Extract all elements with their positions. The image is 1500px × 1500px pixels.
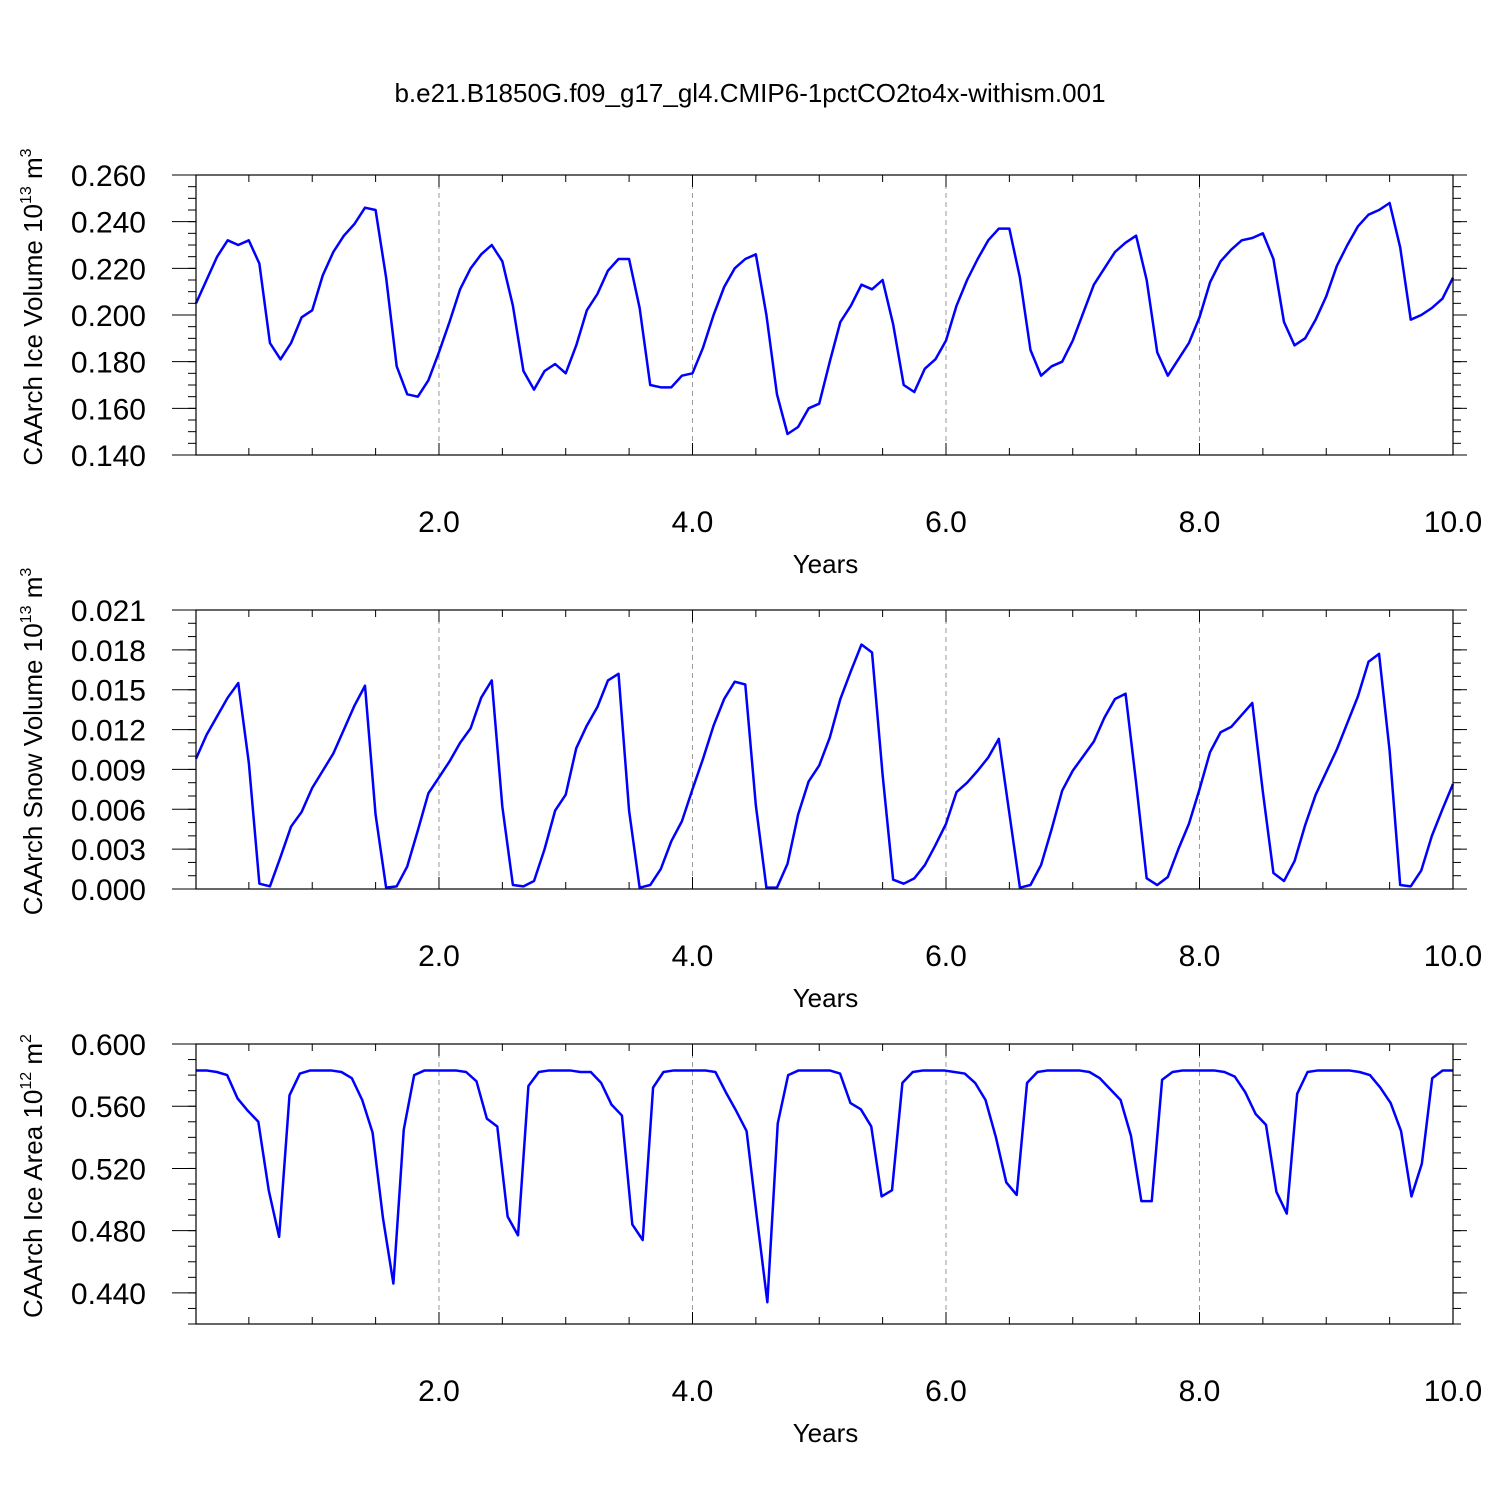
x-tick-label: 4.0 [672,940,714,973]
x-tick-label: 4.0 [672,1375,714,1408]
y-tick-label: 0.006 [71,794,146,827]
x-tick-label: 8.0 [1179,940,1221,973]
x-tick-label: 6.0 [925,506,967,539]
x-tick-label: 10.0 [1424,940,1482,973]
y-tick-label: 0.260 [71,160,146,193]
x-tick-label: 10.0 [1424,1375,1482,1408]
panel-2: 0.000 0.003 0.006 0.009 0.012 0.015 0.018 0.021… [18,568,1482,1013]
y-tick-label: 0.012 [71,715,146,748]
x-tick-label: 6.0 [925,940,967,973]
y-tick-label: 0.440 [71,1278,146,1311]
x-tick-label: 8.0 [1179,506,1221,539]
y-tick-label: 0.200 [71,300,146,333]
x-tick-label: 8.0 [1179,1375,1221,1408]
y-tick-label: 0.520 [71,1153,146,1186]
figure-title: b.e21.B1850G.f09_g17_gl4.CMIP6-1pctCO2to… [394,78,1105,108]
x-tick-label: 10.0 [1424,506,1482,539]
y-axis-label: CAArch Snow Volume 1013 m3 [18,568,48,916]
y-tick-label: 0.000 [71,874,146,907]
series-line [194,643,1455,889]
plot-frame [195,174,1454,456]
y-tick-label: 0.240 [71,207,146,240]
x-axis-label: Years [793,1418,859,1448]
y-tick-label: 0.220 [71,253,146,286]
y-tick-label: 0.560 [71,1091,146,1124]
series-line [196,1069,1453,1304]
y-tick-label: 0.009 [71,754,146,787]
series-line [194,201,1455,436]
x-tick-label: 2.0 [418,506,460,539]
panel-3: 0.440 0.480 0.520 0.560 0.600 2.0 4.0 6.0 8.0 10.… [18,1029,1482,1448]
plot-frame [195,1043,1454,1325]
x-tick-label: 4.0 [672,506,714,539]
y-tick-label: 0.480 [71,1216,146,1249]
plot-frame [195,609,1454,890]
y-tick-label: 0.140 [71,440,146,473]
y-tick-label: 0.015 [71,675,146,708]
y-tick-label: 0.021 [71,595,146,628]
y-tick-label: 0.018 [71,635,146,668]
y-tick-label: 0.160 [71,393,146,426]
x-tick-label: 6.0 [925,1375,967,1408]
x-axis-label: Years [793,983,859,1013]
x-axis-label: Years [793,549,859,579]
y-tick-label: 0.003 [71,834,146,867]
y-tick-label: 0.600 [71,1029,146,1062]
x-tick-label: 2.0 [418,940,460,973]
y-axis-label: CAArch Ice Area 1012 m2 [18,1034,48,1318]
x-tick-label: 2.0 [418,1375,460,1408]
panel-1: 0.140 0.160 0.180 0.200 0.220 0.240 0.260 2.0 4.… [18,148,1482,579]
y-tick-label: 0.180 [71,347,146,380]
y-axis-label: CAArch Ice Volume 1013 m3 [18,148,48,465]
